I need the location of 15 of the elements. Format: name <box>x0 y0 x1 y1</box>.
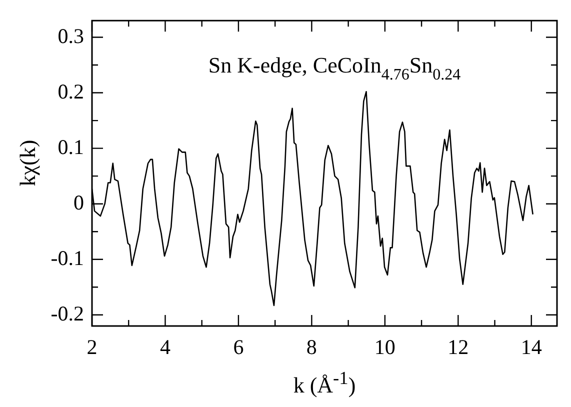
x-axis-title: k (Å$^{-1}$) <box>292 368 357 398</box>
y-axis-title: kχ(k) <box>15 138 41 188</box>
x-tick-label: 10 <box>374 335 396 360</box>
y-tick-label: 0.2 <box>58 79 84 104</box>
y-tick-label: 0 <box>74 190 84 214</box>
y-tick-label: 0.1 <box>58 134 84 159</box>
x-tick-label: 2 <box>86 335 98 360</box>
x-tick-label: 8 <box>306 335 317 360</box>
x-tick-label: 12 <box>448 335 469 360</box>
x-tick-label: 14 <box>520 335 542 360</box>
y-tick-label: -0.1 <box>50 246 84 270</box>
y-tick-label: 0.3 <box>58 24 84 48</box>
y-tick-label: -0.2 <box>50 301 84 326</box>
x-tick-label: 6 <box>233 335 244 360</box>
x-tick-label: 4 <box>160 335 171 360</box>
